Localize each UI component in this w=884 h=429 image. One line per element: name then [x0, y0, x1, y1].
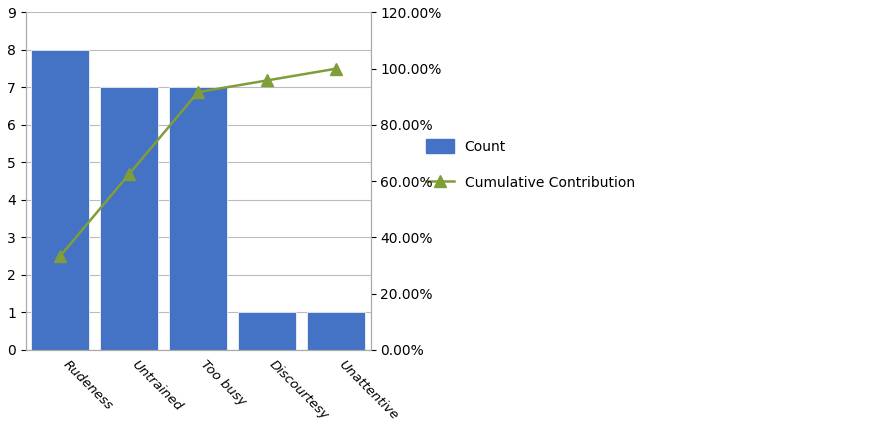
- Bar: [238, 312, 296, 350]
- Cumulative Contribution: [262, 78, 272, 83]
- Line: Cumulative Contribution: Cumulative Contribution: [55, 63, 341, 262]
- Bar: [31, 50, 89, 350]
- Cumulative Contribution: [124, 172, 134, 177]
- Cumulative Contribution: [55, 254, 65, 259]
- Bar: [100, 88, 158, 350]
- Legend: Count, Cumulative Contribution: Count, Cumulative Contribution: [419, 132, 642, 196]
- Cumulative Contribution: [193, 90, 203, 95]
- Bar: [307, 312, 365, 350]
- Bar: [169, 88, 227, 350]
- Cumulative Contribution: [331, 66, 341, 71]
